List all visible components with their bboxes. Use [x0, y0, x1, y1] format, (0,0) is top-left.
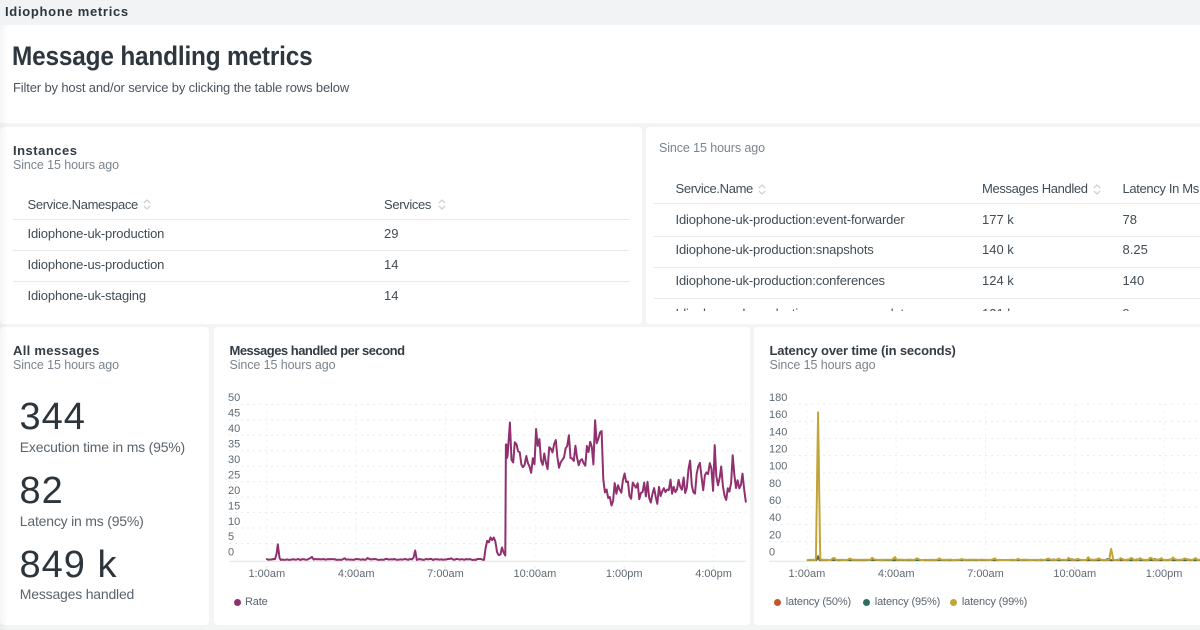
- svg-text:1:00am: 1:00am: [248, 568, 285, 580]
- svg-text:0: 0: [228, 547, 234, 559]
- svg-text:1:00am: 1:00am: [789, 568, 826, 580]
- svg-text:40: 40: [228, 423, 240, 435]
- svg-text:140: 140: [769, 426, 787, 438]
- svg-text:35: 35: [228, 439, 240, 451]
- svg-text:100: 100: [769, 461, 787, 473]
- svg-text:160: 160: [769, 409, 787, 421]
- svg-text:7:00am: 7:00am: [967, 568, 1004, 580]
- svg-text:25: 25: [228, 470, 240, 482]
- svg-text:1:00pm: 1:00pm: [606, 568, 643, 580]
- svg-text:4:00am: 4:00am: [338, 568, 375, 580]
- svg-text:5: 5: [228, 531, 234, 543]
- svg-text:50: 50: [228, 392, 240, 404]
- svg-text:60: 60: [769, 495, 781, 507]
- svg-text:10:00am: 10:00am: [1053, 568, 1096, 580]
- svg-text:30: 30: [228, 454, 240, 466]
- svg-text:45: 45: [228, 408, 240, 420]
- svg-text:10:00am: 10:00am: [513, 568, 556, 580]
- svg-text:120: 120: [769, 444, 787, 456]
- svg-text:1:00pm: 1:00pm: [1146, 568, 1183, 580]
- svg-text:40: 40: [769, 512, 781, 524]
- svg-text:4:00am: 4:00am: [878, 568, 915, 580]
- svg-text:20: 20: [769, 529, 781, 541]
- svg-text:20: 20: [228, 485, 240, 497]
- svg-text:4:00pm: 4:00pm: [695, 568, 732, 580]
- svg-text:0: 0: [769, 546, 775, 558]
- svg-text:80: 80: [769, 478, 781, 490]
- svg-text:10: 10: [228, 516, 240, 528]
- svg-text:180: 180: [769, 392, 787, 404]
- svg-text:7:00am: 7:00am: [427, 568, 464, 580]
- svg-text:15: 15: [228, 500, 240, 512]
